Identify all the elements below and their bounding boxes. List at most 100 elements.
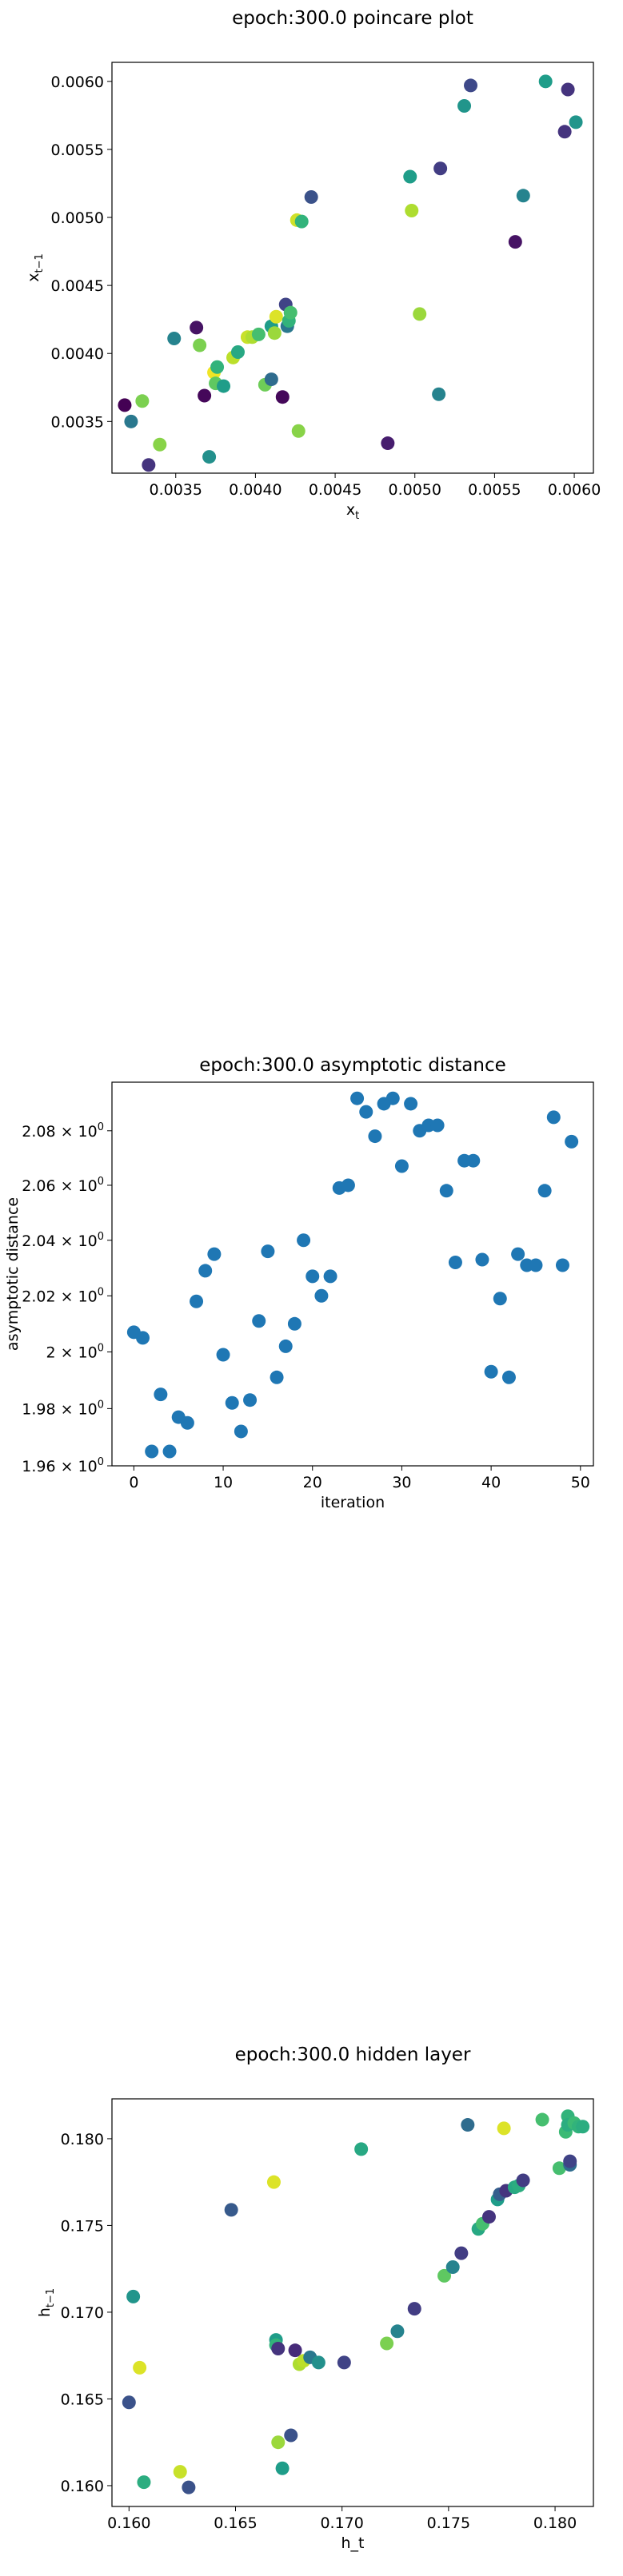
data-point [555, 1258, 569, 1272]
plot-frame [111, 1081, 594, 1467]
data-point [124, 414, 138, 428]
data-point [501, 1370, 516, 1384]
data-point [413, 307, 427, 321]
plot-frame [111, 62, 594, 474]
data-point [118, 398, 132, 412]
x-tick-label: 50 [571, 1474, 590, 1491]
data-point [497, 2121, 511, 2136]
y-tick-label: 0.175 [61, 2217, 104, 2235]
data-point [405, 204, 419, 218]
data-point [359, 1105, 373, 1119]
x-tick-label: 20 [303, 1474, 322, 1491]
data-point [508, 235, 522, 249]
data-point [439, 1184, 453, 1198]
data-point [224, 2203, 238, 2217]
data-point [294, 214, 309, 229]
data-point [210, 360, 225, 374]
y-tick-label: 0.0045 [51, 277, 104, 295]
data-point [380, 2336, 394, 2351]
chart-title: epoch:300.0 hidden layer [235, 2044, 471, 2065]
data-point [448, 1255, 462, 1269]
x-tick-label: 0.165 [214, 2514, 257, 2532]
data-point [261, 1244, 275, 1259]
data-point [267, 326, 282, 340]
y-tick-label: 0.165 [61, 2391, 104, 2408]
data-point [537, 1184, 552, 1198]
data-point [341, 1178, 355, 1192]
data-point [576, 2120, 590, 2134]
data-point [538, 74, 553, 89]
data-point [133, 2360, 147, 2375]
y-tick-label: 1.98 × 100 [22, 1399, 104, 1418]
data-point [252, 1314, 266, 1328]
data-point [557, 125, 572, 139]
data-point [385, 1091, 400, 1105]
data-point [207, 1247, 222, 1261]
y-tick-label: 0.0050 [51, 209, 104, 227]
data-point [484, 1364, 498, 1379]
y-tick-label: 0.180 [61, 2131, 104, 2148]
data-point [306, 1269, 320, 1284]
data-point [552, 2161, 566, 2176]
x-tick-label: 40 [481, 1474, 501, 1491]
data-point [182, 2480, 196, 2494]
data-point [142, 458, 156, 472]
y-tick-label: 0.170 [61, 2304, 104, 2322]
data-point [145, 1444, 159, 1459]
data-point [217, 379, 231, 393]
data-point [198, 1264, 213, 1278]
data-point [275, 390, 290, 404]
data-point [173, 2465, 187, 2479]
x-axis-label: xt [346, 501, 359, 522]
data-point [437, 2268, 452, 2283]
x-tick-label: 0.170 [320, 2514, 363, 2532]
x-tick-label: 0.0040 [229, 481, 282, 499]
x-tick-label: 30 [392, 1474, 411, 1491]
data-point [180, 1415, 194, 1430]
data-point [394, 1159, 409, 1173]
data-point [283, 305, 298, 320]
data-point [569, 115, 583, 129]
y-tick-label: 2.06 × 100 [22, 1176, 104, 1195]
data-point [225, 1395, 239, 1410]
data-point [162, 1444, 177, 1459]
data-point [445, 2260, 460, 2275]
x-tick-label: 0.0060 [548, 481, 601, 499]
data-point [243, 1393, 258, 1407]
hidden-layer-chart: epoch:300.0 hidden layer 0.160 0.165 0.170 0… [36, 2044, 594, 2552]
data-point [137, 2475, 151, 2490]
data-point [202, 450, 217, 464]
chart-title: epoch:300.0 asymptotic distance [199, 1055, 506, 1076]
data-point [153, 437, 167, 452]
data-point [271, 2342, 286, 2356]
data-point [563, 2154, 577, 2168]
x-tick-label: 0.0035 [149, 481, 202, 499]
data-point [403, 169, 417, 184]
data-point [190, 1294, 204, 1308]
data-point [516, 189, 530, 203]
data-point [493, 1292, 507, 1306]
data-point [284, 2428, 298, 2443]
chart-title: epoch:300.0 poincare plot [232, 8, 473, 29]
data-point [561, 82, 575, 97]
data-point [481, 2210, 496, 2224]
y-tick-label: 2.04 × 100 [22, 1231, 104, 1250]
asymptotic-distance-chart: epoch:300.0 asymptotic distance 0 10 20 30 40… [4, 1055, 594, 1511]
data-point [234, 1424, 248, 1439]
data-point [270, 1370, 284, 1384]
data-point [190, 321, 204, 335]
data-point [251, 327, 266, 341]
data-point [314, 1288, 329, 1303]
data-point [337, 2355, 351, 2370]
data-point [275, 2461, 290, 2475]
data-point [368, 1129, 382, 1144]
data-point [154, 1388, 168, 1402]
data-point [404, 1097, 418, 1111]
data-point [287, 1316, 302, 1331]
data-point [136, 1331, 150, 1345]
data-point [466, 1153, 481, 1168]
data-point [122, 2395, 136, 2410]
y-tick-label: 2 × 100 [46, 1342, 104, 1361]
data-point [126, 2289, 141, 2303]
y-tick-label: 0.0060 [51, 74, 104, 91]
